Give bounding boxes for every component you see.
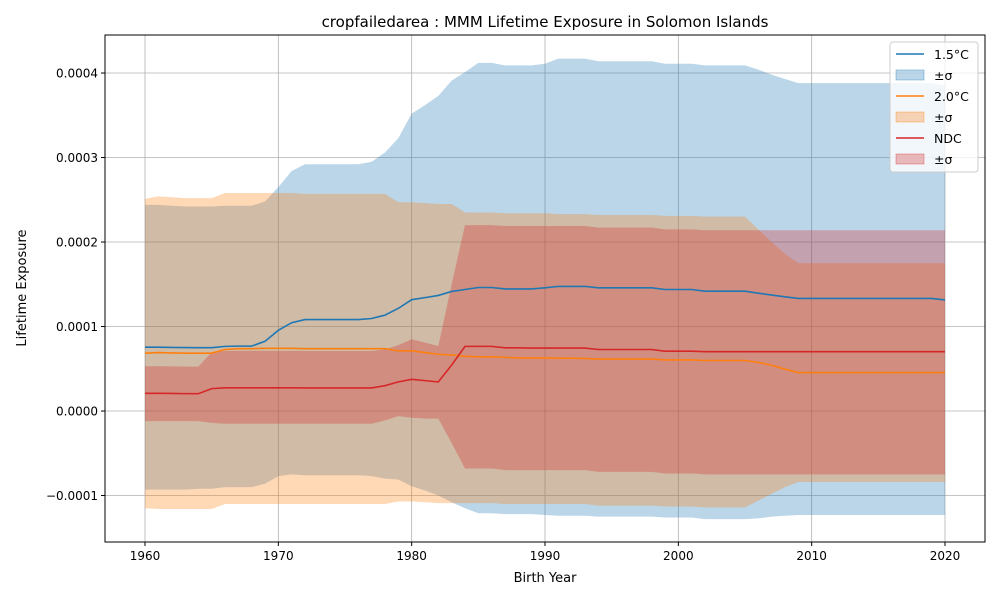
y-axis: −0.0001 0.0000 0.0001 0.0002 0.0003 0.0004 [46, 67, 105, 503]
line-3 [145, 345, 945, 395]
y-tick-label: 0.0001 [56, 320, 98, 334]
legend-band-swatch [895, 111, 925, 123]
legend-band-swatch [895, 69, 925, 81]
x-tick-label: 1990 [530, 549, 561, 563]
y-tick-label: 0.0002 [56, 236, 98, 250]
x-tick-label: 2010 [796, 549, 827, 563]
x-axis: 1960 1970 1980 1990 2000 2010 2020 [130, 542, 961, 563]
band-3 [145, 225, 945, 475]
line-2 [144, 347, 945, 374]
legend-label: ±σ [934, 110, 952, 125]
band-1 [145, 58, 945, 520]
y-axis-label: Lifetime Exposure [15, 229, 30, 346]
legend-band-swatch [895, 153, 925, 165]
legend-label: 1.5°C [934, 47, 969, 62]
x-tick-label: 1960 [130, 549, 161, 563]
legend-label: 2.0°C [934, 89, 969, 104]
x-tick-label: 2000 [663, 549, 694, 563]
series-lines [144, 285, 946, 395]
legend-box [889, 41, 979, 173]
y-tick-label: 0.0003 [56, 151, 98, 165]
line-1 [145, 285, 946, 349]
y-tick-label: 0.0000 [56, 405, 98, 419]
legend-label: ±σ [934, 152, 952, 167]
legend-label: NDC [934, 131, 962, 146]
uncertainty-bands [145, 58, 945, 520]
chart-title: cropfailedarea : MMM Lifetime Exposure i… [322, 13, 769, 31]
x-tick-label: 1980 [396, 549, 427, 563]
band-2 [145, 193, 945, 510]
legend-label: ±σ [934, 68, 952, 83]
y-tick-label: 0.0004 [56, 67, 98, 81]
x-axis-label: Birth Year [514, 571, 578, 586]
x-tick-label: 1970 [263, 549, 294, 563]
y-tick-label: −0.0001 [46, 489, 98, 503]
legend: 1.5°C ±σ 2.0°C ±σ NDC ±σ [889, 41, 979, 173]
x-tick-label: 2020 [930, 549, 961, 563]
grid [105, 35, 985, 542]
